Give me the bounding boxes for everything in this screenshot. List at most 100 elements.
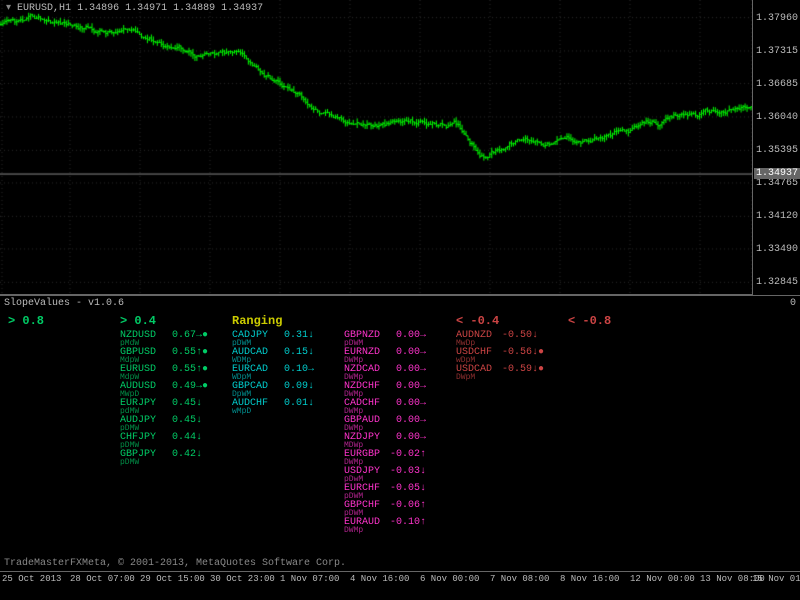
pair-value: 0.15 xyxy=(276,347,308,358)
indicator-panel[interactable]: SlopeValues - v1.0.6 0 > 0.8> 0.4NZDUSD0… xyxy=(0,295,800,585)
pair-value: 0.67 xyxy=(164,330,196,341)
pair-sublabel: DWMp xyxy=(344,426,438,432)
pair-row: USDCHF-0.56↓●wDpM xyxy=(456,347,550,364)
pair-value: 0.42 xyxy=(164,449,196,460)
pair-value: 0.55 xyxy=(164,364,196,375)
pair-row: EURGBP-0.02↑DWMp xyxy=(344,449,438,466)
price-chart[interactable]: ▾ EURUSD,H1 1.34896 1.34971 1.34889 1.34… xyxy=(0,0,800,295)
copyright-text: TradeMasterFXMeta, © 2001-2013, MetaQuot… xyxy=(4,558,346,569)
trend-arrow-icon: → xyxy=(420,415,438,426)
pair-sublabel: DWMp xyxy=(344,528,438,534)
y-tick: 1.36040 xyxy=(756,112,798,123)
x-tick: 6 Nov 00:00 xyxy=(420,574,479,584)
slope-column: GBPNZD0.00→pDWMEURNZD0.00→DWMpNZDCAD0.00… xyxy=(344,330,438,534)
pair-value: 0.00 xyxy=(388,330,420,341)
pair-row: GBPNZD0.00→pDWM xyxy=(344,330,438,347)
y-tick: 1.32845 xyxy=(756,277,798,288)
trend-arrow-icon: ↓ xyxy=(196,398,214,409)
pair-value: 0.44 xyxy=(164,432,196,443)
time-x-axis: 25 Oct 201328 Oct 07:0029 Oct 15:0030 Oc… xyxy=(0,571,800,585)
y-tick: 1.33490 xyxy=(756,244,798,255)
column-header: > 0.8 xyxy=(8,314,44,328)
pair-row: EURJPY0.45↓pdMW xyxy=(120,398,214,415)
pair-row: USDCAD-0.59↓●DWpM xyxy=(456,364,550,381)
pair-row: AUDCAD0.15↓WDMp xyxy=(232,347,326,364)
column-header: < -0.4 xyxy=(456,314,499,328)
x-tick: 15 Nov 01:00 xyxy=(752,574,800,584)
pair-value: 0.00 xyxy=(388,415,420,426)
trend-arrow-icon: ↓● xyxy=(532,364,550,375)
pair-row: AUDNZD-0.50↓MwDp xyxy=(456,330,550,347)
y-tick: 1.37960 xyxy=(756,13,798,24)
trend-arrow-icon: ↑ xyxy=(420,500,438,511)
pair-row: GBPCAD0.09↓DpWM xyxy=(232,381,326,398)
pair-sublabel: pMdW xyxy=(120,341,214,347)
x-tick: 28 Oct 07:00 xyxy=(70,574,135,584)
current-price-badge: 1.34937 xyxy=(754,168,800,179)
pair-sublabel: MdpW xyxy=(120,375,214,381)
trend-arrow-icon: ↓ xyxy=(196,449,214,460)
pair-value: 0.00 xyxy=(388,398,420,409)
pair-row: CADJPY0.31↓pDWM xyxy=(232,330,326,347)
pair-sublabel: MwDp xyxy=(456,341,550,347)
pair-sublabel: pDWM xyxy=(232,341,326,347)
pair-sublabel: DWMp xyxy=(344,460,438,466)
pair-row: EURUSD0.55↑●MdpW xyxy=(120,364,214,381)
pair-row: GBPUSD0.55↑●MdpW xyxy=(120,347,214,364)
dropdown-icon: ▾ xyxy=(6,3,11,14)
column-header: > 0.4 xyxy=(120,314,156,328)
y-tick: 1.34120 xyxy=(756,211,798,222)
pair-sublabel: pDwM xyxy=(344,477,438,483)
pair-sublabel: pdMW xyxy=(120,409,214,415)
trend-arrow-icon: → xyxy=(308,364,326,375)
slope-column: CADJPY0.31↓pDWMAUDCAD0.15↓WDMpEURCAD0.10… xyxy=(232,330,326,415)
pair-value: -0.10 xyxy=(388,517,420,528)
pair-value: 0.09 xyxy=(276,381,308,392)
column-header: < -0.8 xyxy=(568,314,611,328)
trend-arrow-icon: → xyxy=(420,381,438,392)
pair-sublabel: MdpW xyxy=(120,358,214,364)
pair-sublabel: DWMp xyxy=(344,375,438,381)
pair-value: 0.00 xyxy=(388,432,420,443)
pair-value: 0.00 xyxy=(388,381,420,392)
trend-arrow-icon: →● xyxy=(196,330,214,341)
symbol-label: EURUSD,H1 xyxy=(17,3,71,14)
trend-arrow-icon: ↓ xyxy=(420,483,438,494)
pair-row: EURCAD0.10→WDpM xyxy=(232,364,326,381)
pair-value: -0.06 xyxy=(388,500,420,511)
trend-arrow-icon: →● xyxy=(196,381,214,392)
pair-value: 0.55 xyxy=(164,347,196,358)
y-tick: 1.36685 xyxy=(756,79,798,90)
pair-row: NZDJPY0.00→MDWp xyxy=(344,432,438,449)
pair-value: -0.02 xyxy=(388,449,420,460)
trend-arrow-icon: ↓ xyxy=(308,330,326,341)
trend-arrow-icon: ↓ xyxy=(308,398,326,409)
x-tick: 4 Nov 16:00 xyxy=(350,574,409,584)
pair-sublabel: DWMp xyxy=(344,358,438,364)
pair-row: AUDUSD0.49→●MWpD xyxy=(120,381,214,398)
trend-arrow-icon: ↓ xyxy=(420,466,438,477)
price-y-axis: 1.379601.373151.366851.360401.353951.347… xyxy=(752,0,800,295)
x-tick: 1 Nov 07:00 xyxy=(280,574,339,584)
column-header: Ranging xyxy=(232,314,282,328)
pair-row: EURNZD0.00→DWMp xyxy=(344,347,438,364)
pair-row: AUDJPY0.45↓pDMW xyxy=(120,415,214,432)
pair-sublabel: pDWM xyxy=(344,341,438,347)
pair-row: GBPCHF-0.06↑pDWM xyxy=(344,500,438,517)
pair-sublabel: MWpD xyxy=(120,392,214,398)
trend-arrow-icon: → xyxy=(420,364,438,375)
pair-value: 0.00 xyxy=(388,364,420,375)
x-tick: 7 Nov 08:00 xyxy=(490,574,549,584)
pair-sublabel: DWMp xyxy=(344,392,438,398)
pair-row: USDJPY-0.03↓pDwM xyxy=(344,466,438,483)
pair-value: 0.45 xyxy=(164,398,196,409)
pair-row: GBPAUD0.00→DWMp xyxy=(344,415,438,432)
x-tick: 8 Nov 16:00 xyxy=(560,574,619,584)
pair-sublabel: DWMp xyxy=(344,409,438,415)
pair-row: CADCHF0.00→DWMp xyxy=(344,398,438,415)
pair-value: -0.05 xyxy=(388,483,420,494)
pair-sublabel: MDWp xyxy=(344,443,438,449)
pair-sublabel: pDWM xyxy=(344,494,438,500)
pair-value: 0.45 xyxy=(164,415,196,426)
pair-value: 0.10 xyxy=(276,364,308,375)
